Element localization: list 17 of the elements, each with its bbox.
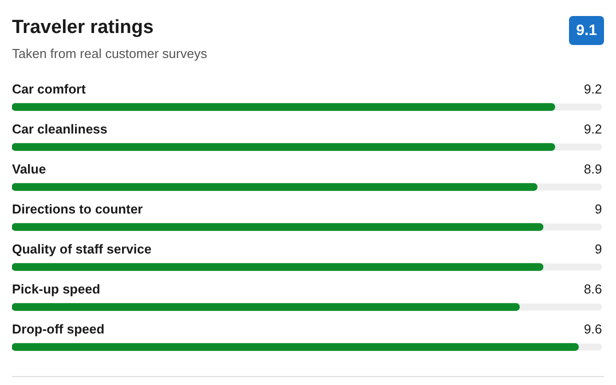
data-label: 9 bbox=[594, 242, 602, 257]
y-tick-label: Quality of staff service bbox=[12, 242, 152, 257]
data-label: 9 bbox=[594, 202, 602, 217]
y-tick-label: Car comfort bbox=[12, 82, 86, 97]
text: 9.1 bbox=[569, 16, 604, 45]
data-label: 8.9 bbox=[584, 162, 602, 177]
data-label: 8.6 bbox=[584, 282, 602, 297]
data-label: 9.6 bbox=[584, 322, 602, 337]
y-tick-label: Car cleanliness bbox=[12, 122, 108, 137]
y-tick-label: Directions to counter bbox=[12, 202, 143, 217]
y-tick-label: Pick-up speed bbox=[12, 282, 100, 297]
data-label: 9.2 bbox=[584, 82, 602, 97]
chart-title: Traveler ratings bbox=[12, 17, 154, 39]
y-tick-label: Value bbox=[12, 162, 46, 177]
chart-subtitle: Taken from real customer surveys bbox=[12, 46, 208, 61]
y-tick-label: Drop-off speed bbox=[12, 322, 104, 337]
data-label: 9.2 bbox=[584, 122, 602, 137]
